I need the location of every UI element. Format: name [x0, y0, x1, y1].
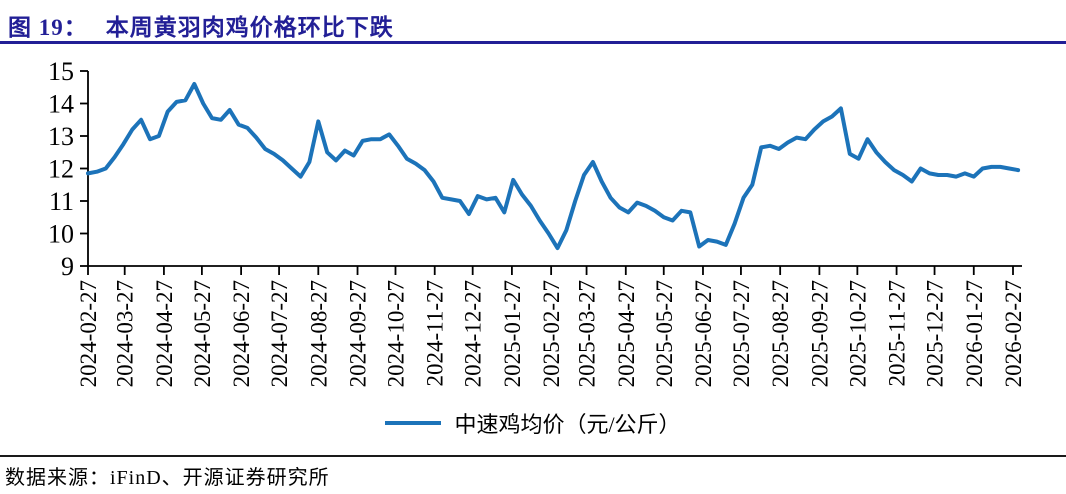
legend-line-swatch: [385, 421, 442, 425]
series-line: [86, 82, 1021, 251]
legend-label: 中速鸡均价（元/公斤）: [454, 412, 681, 437]
x-tick-label: 2024-03-27: [113, 280, 138, 387]
chart-legend: 中速鸡均价（元/公斤）: [0, 407, 1066, 439]
axes: [87, 71, 1022, 267]
x-tick-label: 2025-05-27: [652, 280, 677, 387]
price-line-chart: 9 10 11 12 13 14 15 2024-02-27 2024-03-27 2024-04…: [48, 58, 1026, 387]
x-tick-label: 2025-09-27: [807, 280, 832, 387]
x-tick-label: 2025-08-27: [768, 280, 793, 387]
data-source-text: 数据来源：iFinD、开源证券研究所: [5, 467, 330, 489]
title-divider: [0, 41, 1066, 44]
y-tick-label: 14: [48, 90, 74, 119]
x-tick-label: 2024-12-27: [461, 280, 486, 387]
x-tick-label: 2024-06-27: [229, 280, 254, 387]
x-tick-label: 2024-09-27: [346, 280, 371, 387]
y-tick-label: 12: [48, 155, 74, 184]
y-tick-label: 10: [48, 220, 74, 249]
data-source: 数据来源：iFinD、开源证券研究所: [5, 461, 330, 490]
x-tick-label: 2024-10-27: [383, 280, 408, 387]
x-tick-label: 2025-03-27: [575, 280, 600, 387]
x-tick-label: 2025-01-27: [500, 280, 525, 387]
x-tick-label: 2026-01-27: [962, 280, 987, 387]
x-tick-label: 2024-07-27: [267, 280, 292, 387]
x-tick-label: 2025-10-27: [845, 280, 870, 387]
figure-title-text: 本周黄羽肉鸡价格环比下跌: [105, 15, 394, 40]
x-tick-label: 2025-04-27: [614, 280, 639, 387]
x-tick-label: 2024-02-27: [76, 280, 101, 387]
x-tick-label: 2025-07-27: [729, 280, 754, 387]
y-tick-label: 13: [48, 122, 74, 151]
y-tick-label: 15: [48, 58, 74, 86]
x-tick-label: 2025-12-27: [923, 280, 948, 387]
figure-title: 图 19： 本周黄羽肉鸡价格环比下跌: [8, 8, 394, 42]
x-tick-label: 2025-02-27: [539, 280, 564, 387]
x-tick-label: 2024-05-27: [190, 280, 215, 387]
x-tick-label: 2024-11-27: [423, 280, 448, 386]
source-divider: [0, 455, 1066, 457]
y-tick-label: 9: [61, 252, 74, 281]
x-tick-label: 2026-02-27: [1001, 280, 1026, 387]
x-tick-label: 2025-06-27: [691, 280, 716, 387]
x-tick-label: 2025-11-27: [885, 280, 910, 386]
x-tick-label: 2024-08-27: [306, 280, 331, 387]
x-tick-label: 2024-04-27: [152, 280, 177, 387]
figure-number-label: 图 19：: [8, 15, 88, 40]
y-tick-label: 11: [49, 187, 74, 216]
